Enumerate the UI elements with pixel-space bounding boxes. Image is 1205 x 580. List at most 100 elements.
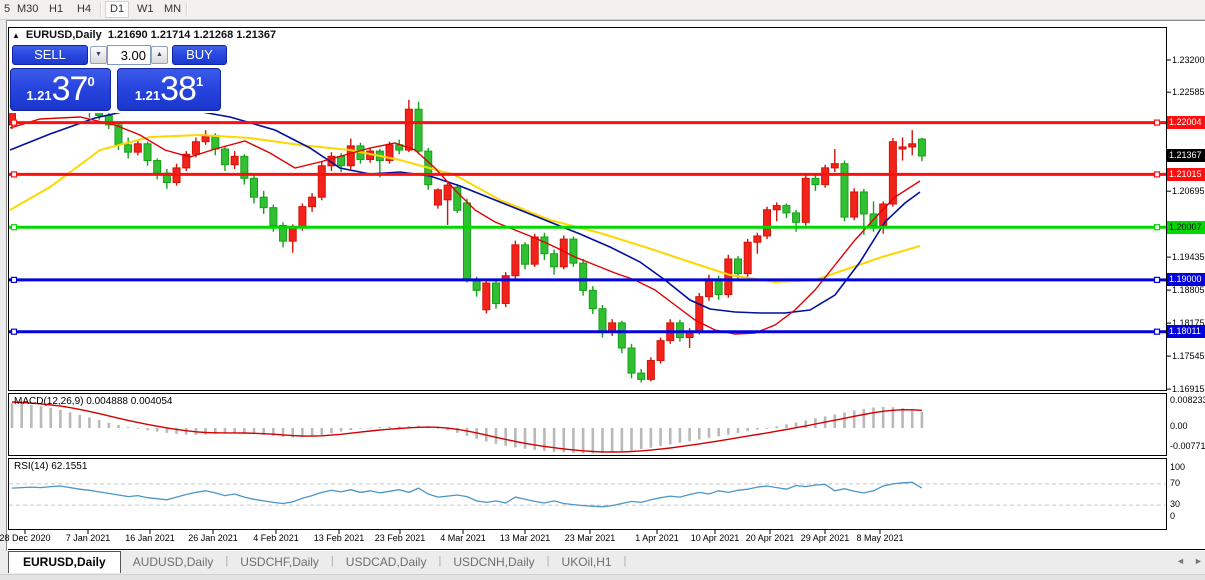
candle-body bbox=[656, 340, 665, 362]
macd-histogram-bar bbox=[155, 428, 159, 432]
timeframe-button-h1[interactable]: H1 bbox=[49, 3, 64, 15]
date-axis-label: 29 Apr 2021 bbox=[800, 533, 850, 543]
macd-histogram-bar bbox=[117, 425, 120, 428]
macd-panel[interactable] bbox=[8, 393, 1167, 456]
macd-histogram-bar bbox=[213, 428, 217, 434]
tab-eurusd-daily[interactable]: EURUSD,Daily bbox=[8, 551, 121, 573]
tab-usdchf-daily[interactable]: USDCHF,Daily bbox=[240, 555, 319, 569]
date-axis-label: 20 Apr 2021 bbox=[745, 533, 795, 543]
candle-body bbox=[540, 236, 549, 255]
macd-axis-label: 0.008233 bbox=[1170, 395, 1205, 405]
candle-body bbox=[298, 206, 307, 229]
timeframe-button-h4[interactable]: H4 bbox=[77, 3, 92, 15]
timeframe-button-w1[interactable]: W1 bbox=[137, 3, 154, 15]
macd-histogram-bar bbox=[204, 428, 207, 435]
volume-decrease-button[interactable]: ▼ bbox=[90, 46, 107, 64]
macd-histogram-bar bbox=[543, 428, 546, 451]
buy-button[interactable]: BUY bbox=[172, 45, 227, 65]
macd-histogram-bar bbox=[891, 407, 895, 428]
line-handle[interactable] bbox=[1153, 119, 1161, 126]
timeframe-button-m5[interactable]: 5 bbox=[4, 3, 11, 15]
macd-histogram-bar bbox=[668, 428, 672, 445]
tab-scroll-right-icon[interactable]: ► bbox=[1194, 556, 1203, 566]
macd-histogram-bar bbox=[10, 403, 14, 429]
tab-audusd-daily[interactable]: AUDUSD,Daily bbox=[132, 555, 214, 569]
line-handle[interactable] bbox=[10, 224, 18, 231]
macd-histogram-bar bbox=[126, 427, 130, 428]
macd-axis-label: 0.00 bbox=[1170, 421, 1188, 431]
candle-body bbox=[743, 241, 752, 275]
macd-histogram-bar bbox=[601, 428, 604, 454]
candle-body bbox=[501, 275, 510, 304]
line-handle[interactable] bbox=[1153, 328, 1161, 335]
line-handle[interactable] bbox=[1153, 276, 1161, 283]
line-handle[interactable] bbox=[1153, 224, 1161, 231]
candle-body bbox=[627, 347, 636, 374]
candle-body bbox=[443, 184, 452, 201]
candle-body bbox=[433, 189, 442, 206]
price-badge-1.21015: 1.21015 bbox=[1167, 168, 1205, 181]
volume-increase-button[interactable]: ▲ bbox=[151, 46, 168, 64]
buy-price-button[interactable]: 1.21 38 1 bbox=[117, 68, 221, 111]
rsi-panel[interactable] bbox=[8, 458, 1167, 530]
candle-body bbox=[617, 322, 626, 349]
macd-histogram-bar bbox=[881, 406, 885, 428]
candle-body bbox=[269, 207, 278, 226]
macd-histogram-bar bbox=[39, 406, 43, 428]
candle-body bbox=[598, 308, 607, 333]
macd-histogram-bar bbox=[794, 422, 798, 428]
candle-body bbox=[753, 235, 762, 243]
date-axis-label: 4 Mar 2021 bbox=[440, 533, 486, 543]
chevron-up-icon: ▲ bbox=[156, 51, 163, 58]
macd-histogram-bar bbox=[310, 428, 314, 437]
sell-price-button[interactable]: 1.21 37 0 bbox=[10, 68, 111, 111]
timeframe-button-m30[interactable]: M30 bbox=[17, 3, 39, 15]
macd-histogram-bar bbox=[649, 428, 653, 448]
macd-histogram-bar bbox=[88, 417, 91, 428]
macd-histogram-bar bbox=[746, 428, 749, 432]
rsi-axis-label: 100 bbox=[1170, 462, 1186, 472]
candle-body bbox=[327, 155, 336, 167]
line-handle[interactable] bbox=[10, 171, 18, 178]
candle-body bbox=[153, 160, 162, 174]
date-axis-label: 23 Feb 2021 bbox=[374, 533, 426, 543]
candle-body bbox=[675, 322, 684, 339]
tab-separator: | bbox=[330, 555, 334, 567]
candle-body bbox=[704, 278, 713, 298]
sell-button[interactable]: SELL bbox=[12, 45, 88, 65]
sell-price-pip-digit: 0 bbox=[87, 74, 95, 89]
macd-histogram-bar bbox=[107, 422, 111, 428]
timeframe-button-d1[interactable]: D1 bbox=[105, 1, 130, 18]
price-axis-label: 1.23200 bbox=[1172, 55, 1205, 65]
price-badge-1.22004: 1.22004 bbox=[1167, 116, 1205, 129]
date-axis-label: 8 May 2021 bbox=[856, 533, 904, 543]
price-axis-label: 1.18175 bbox=[1172, 318, 1205, 328]
candle-body bbox=[530, 236, 539, 265]
volume-input[interactable] bbox=[107, 45, 151, 65]
candle-body bbox=[646, 360, 655, 380]
date-axis-label: 26 Jan 2021 bbox=[188, 533, 238, 543]
macd-histogram-bar bbox=[233, 428, 236, 433]
tab-ukoil-h1[interactable]: UKOil,H1 bbox=[561, 555, 612, 569]
line-handle[interactable] bbox=[1153, 171, 1161, 178]
candle-body bbox=[182, 153, 191, 169]
timeframe-button-mn[interactable]: MN bbox=[164, 3, 182, 15]
macd-histogram-bar bbox=[146, 428, 149, 431]
macd-histogram-bar bbox=[533, 428, 537, 450]
line-handle[interactable] bbox=[10, 119, 18, 126]
candle-body bbox=[724, 258, 733, 296]
candle-body bbox=[898, 146, 907, 150]
macd-histogram-bar bbox=[136, 428, 140, 429]
line-handle[interactable] bbox=[10, 276, 18, 283]
macd-histogram-bar bbox=[785, 424, 788, 428]
tab-usdcnh-daily[interactable]: USDCNH,Daily bbox=[453, 555, 535, 569]
collapse-panel-icon[interactable]: ▲ bbox=[12, 31, 20, 40]
line-handle[interactable] bbox=[10, 328, 18, 335]
macd-histogram-bar bbox=[407, 426, 411, 428]
tab-scroll-left-icon[interactable]: ◄ bbox=[1176, 556, 1185, 566]
macd-histogram-bar bbox=[707, 428, 711, 438]
macd-histogram-bar bbox=[872, 407, 875, 428]
candle-body bbox=[830, 163, 839, 169]
tab-usdcad-daily[interactable]: USDCAD,Daily bbox=[345, 555, 427, 569]
